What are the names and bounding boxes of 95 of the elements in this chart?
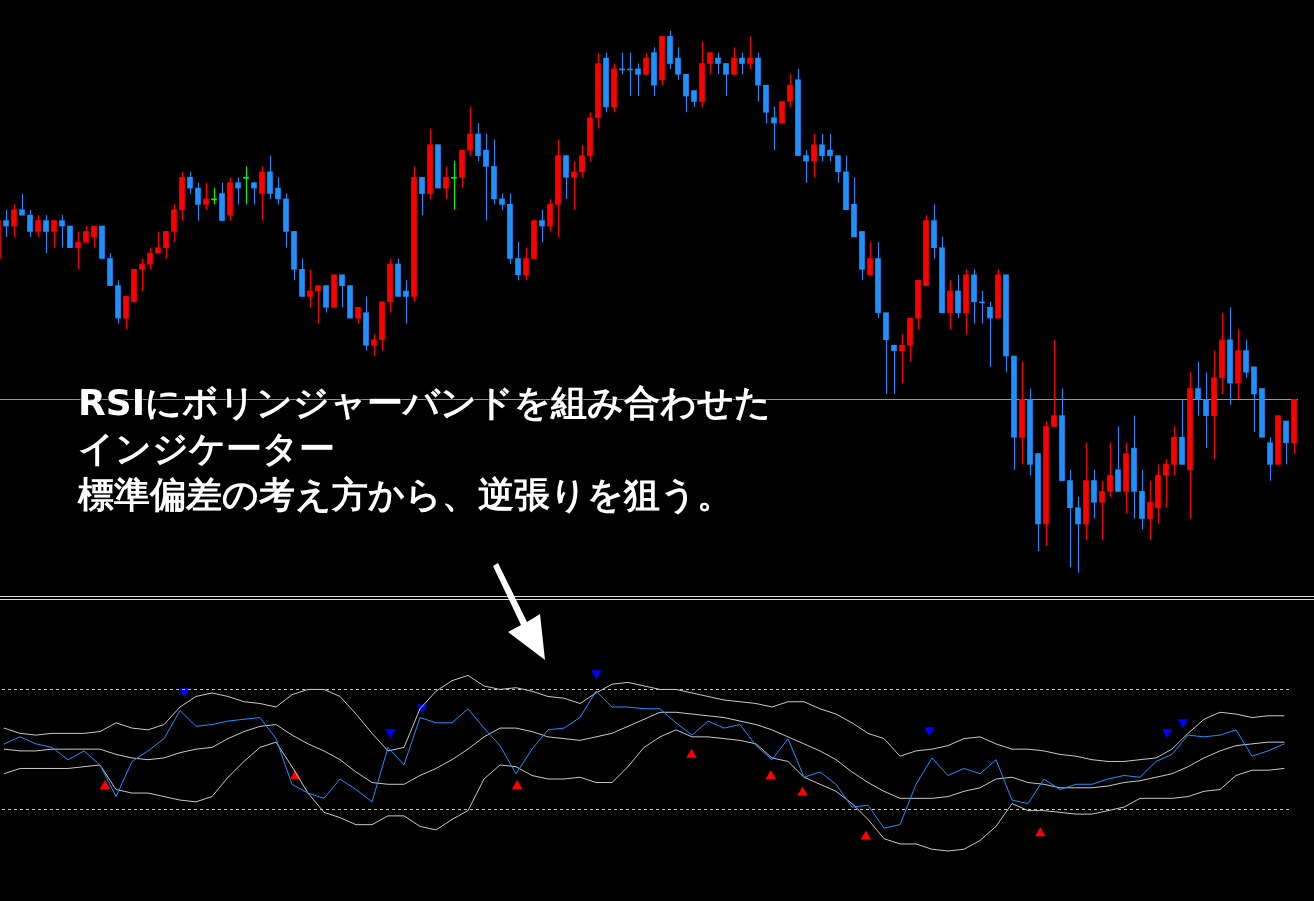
candlestick — [75, 230, 82, 270]
candlestick — [307, 268, 314, 308]
candlestick — [731, 46, 738, 75]
candlestick — [675, 46, 682, 81]
candlestick — [819, 133, 826, 162]
candlestick — [1283, 420, 1290, 465]
candlestick — [11, 203, 18, 238]
candlestick — [547, 198, 554, 232]
candlestick — [195, 182, 202, 222]
candlestick — [1099, 480, 1106, 541]
candlestick — [1051, 339, 1058, 427]
candlestick — [1203, 371, 1210, 449]
candlestick — [1163, 458, 1170, 509]
candlestick — [251, 182, 258, 205]
point — [686, 748, 697, 758]
candlestick — [723, 63, 730, 97]
annotation: 標準偏差の考え方から、逆張りを狙う。 — [78, 473, 734, 517]
candlestick — [827, 133, 834, 162]
candlestick — [35, 214, 42, 238]
point — [591, 670, 602, 680]
candlestick — [483, 133, 490, 222]
candlestick — [1115, 425, 1122, 492]
candlestick — [171, 203, 178, 243]
candlestick — [571, 160, 578, 211]
candlestick — [339, 274, 346, 308]
candlestick — [19, 193, 26, 216]
candlestick — [163, 230, 170, 260]
candlestick — [1091, 469, 1098, 520]
candlestick — [891, 344, 898, 395]
candlestick — [515, 241, 522, 281]
candlestick — [43, 214, 50, 254]
candlestick — [275, 176, 282, 205]
point — [765, 770, 777, 780]
candlestick — [955, 274, 962, 319]
point — [99, 779, 111, 789]
candlestick — [235, 176, 242, 205]
candlestick — [267, 155, 274, 200]
point — [797, 786, 808, 796]
candlestick — [443, 165, 450, 200]
candlestick — [147, 247, 154, 270]
point — [385, 729, 396, 738]
candlestick — [475, 122, 482, 162]
point — [511, 779, 523, 789]
candlestick — [811, 133, 818, 178]
candlestick — [371, 333, 378, 357]
candlestick — [259, 165, 266, 222]
candlestick — [715, 52, 722, 75]
point — [1035, 827, 1046, 837]
candlestick — [835, 155, 842, 184]
point — [860, 830, 872, 840]
candlestick — [187, 171, 194, 195]
candlestick — [419, 176, 426, 216]
point — [924, 727, 935, 737]
candlestick — [27, 209, 34, 238]
point — [1177, 719, 1189, 729]
point — [1161, 729, 1173, 738]
candlestick — [51, 220, 58, 249]
candlestick — [467, 106, 474, 157]
candlestick — [403, 279, 410, 325]
candlestick — [899, 333, 906, 384]
candlestick — [1107, 442, 1114, 498]
candlestick — [1195, 360, 1202, 417]
candlestick — [315, 285, 322, 325]
candlestick — [203, 182, 210, 211]
candlestick — [643, 52, 650, 75]
candlestick — [523, 247, 530, 281]
candlestick — [707, 52, 714, 75]
candlestick — [771, 106, 778, 151]
candlestick — [1243, 339, 1250, 379]
candlestick — [1267, 436, 1274, 482]
candlestick — [243, 165, 250, 205]
candlestick — [579, 144, 586, 178]
candlestick — [747, 35, 754, 70]
candlestick — [867, 241, 874, 276]
candlestick — [59, 214, 66, 249]
candlestick — [739, 52, 746, 75]
candlestick — [67, 225, 74, 249]
candlestick — [987, 301, 994, 368]
candlestick — [323, 285, 330, 314]
candlestick — [139, 258, 146, 292]
candlestick — [451, 160, 458, 211]
candlestick — [683, 73, 690, 113]
candlestick — [635, 63, 642, 97]
candlestick — [803, 149, 810, 184]
candlestick — [3, 209, 10, 238]
candlestick — [539, 209, 546, 243]
candlestick — [1147, 480, 1154, 541]
candlestick — [787, 73, 794, 108]
candlestick — [563, 155, 570, 200]
annotation: インジケーター — [78, 427, 336, 471]
point — [179, 688, 190, 698]
candlestick — [947, 279, 954, 330]
candlestick — [123, 295, 130, 330]
candlestick — [1075, 496, 1082, 574]
candlestick — [91, 225, 98, 249]
